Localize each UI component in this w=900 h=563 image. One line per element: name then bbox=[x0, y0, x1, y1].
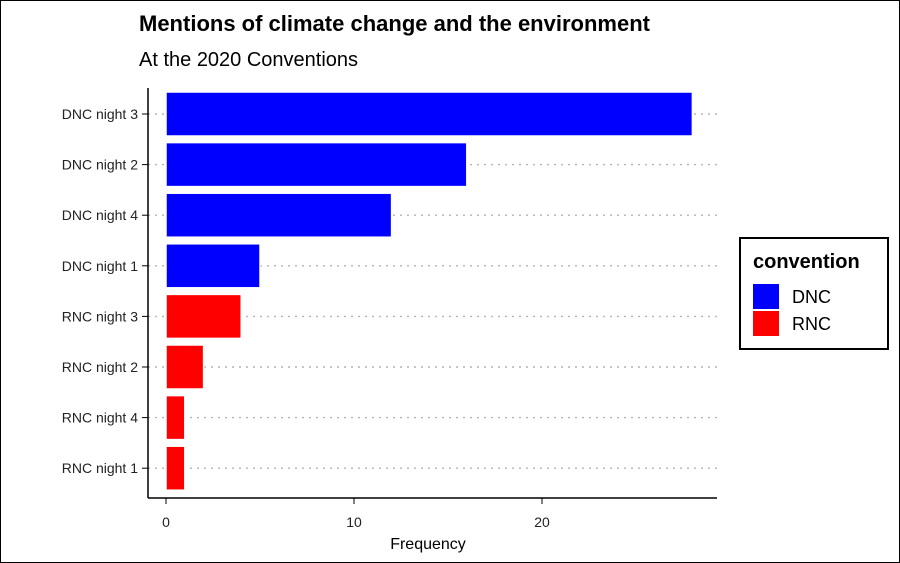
x-ticks: 0 10 20 bbox=[162, 498, 550, 530]
bar-rnc-night-4 bbox=[165, 394, 186, 441]
y-tick-label: DNC night 1 bbox=[62, 258, 138, 274]
legend-label-dnc: DNC bbox=[792, 287, 831, 307]
x-tick-label: 0 bbox=[162, 514, 170, 530]
bar-rnc-night-1 bbox=[165, 445, 186, 491]
bar-dnc-night-4 bbox=[165, 192, 393, 238]
legend-title: convention bbox=[753, 251, 860, 273]
x-tick-label: 10 bbox=[346, 514, 362, 530]
y-tick-label: DNC night 3 bbox=[62, 106, 138, 122]
x-tick-label: 20 bbox=[534, 514, 550, 530]
x-axis-title: Frequency bbox=[390, 536, 466, 553]
y-tick-label: RNC night 2 bbox=[62, 359, 138, 375]
y-tick-label: RNC night 3 bbox=[62, 308, 138, 324]
y-tick-label: RNC night 1 bbox=[62, 460, 138, 476]
legend: convention DNC RNC bbox=[739, 237, 889, 350]
y-tick-labels: DNC night 3 DNC night 2 DNC night 4 DNC nig… bbox=[62, 106, 138, 476]
bar-rnc-night-3 bbox=[165, 293, 242, 340]
legend-swatch-dnc bbox=[753, 284, 779, 309]
bar-rnc-night-2 bbox=[165, 344, 205, 390]
axes bbox=[142, 88, 717, 499]
bar-dnc-night-2 bbox=[165, 141, 468, 188]
legend-swatch-rnc bbox=[753, 311, 779, 336]
legend-label-rnc: RNC bbox=[792, 314, 831, 334]
chart-title: Mentions of climate change and the envir… bbox=[139, 11, 651, 36]
bar-dnc-night-1 bbox=[165, 243, 261, 289]
bar-dnc-night-3 bbox=[165, 91, 694, 137]
y-tick-label: DNC night 4 bbox=[62, 207, 138, 223]
chart-subtitle: At the 2020 Conventions bbox=[139, 49, 358, 71]
y-tick-label: RNC night 4 bbox=[62, 410, 138, 426]
y-tick-label: DNC night 2 bbox=[62, 157, 138, 173]
bars bbox=[165, 91, 694, 491]
